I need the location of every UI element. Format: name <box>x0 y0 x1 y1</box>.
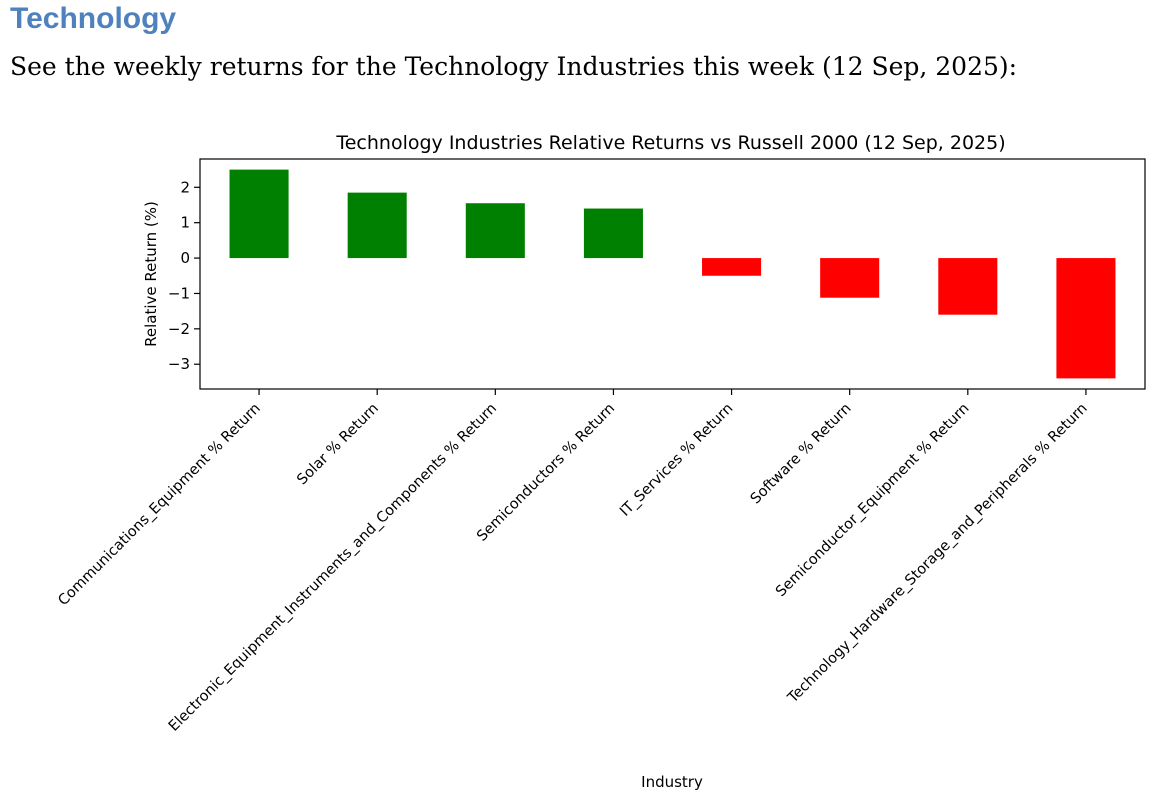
bar-5 <box>820 258 880 298</box>
bar-1 <box>347 192 407 259</box>
x-tick-label: Semiconductors % Return <box>474 401 618 545</box>
bars <box>229 169 1116 379</box>
x-tick-label: Software % Return <box>748 401 855 508</box>
y-axis-label: Relative Return (%) <box>142 201 160 347</box>
x-tick-label: Solar % Return <box>294 401 382 489</box>
x-tick-label: Communications_Equipment % Return <box>55 401 264 610</box>
x-axis-ticks: Communications_Equipment % Return Solar %… <box>55 389 1091 735</box>
bar-6 <box>938 258 998 315</box>
y-tick-label: −3 <box>168 355 190 373</box>
chart-title: Technology Industries Relative Returns v… <box>335 132 1005 154</box>
x-axis-label: Industry <box>641 773 703 791</box>
y-tick-label: 0 <box>180 249 190 267</box>
y-tick-label: 2 <box>180 178 190 196</box>
document-heading: Technology <box>10 2 177 35</box>
bar-4 <box>702 258 762 276</box>
x-tick-label: IT_Services % Return <box>617 401 736 520</box>
y-tick-label: −1 <box>168 284 190 302</box>
bar-3 <box>583 208 643 259</box>
plot-frame <box>199 158 1146 390</box>
document-intro-text: See the weekly returns for the Technolog… <box>10 52 1018 81</box>
bar-2 <box>465 203 525 259</box>
x-tick-label: Semiconductor_Equipment % Return <box>773 401 973 601</box>
bar-0 <box>229 169 289 259</box>
y-axis-ticks: 2 1 0 −1 −2 −3 <box>168 178 200 373</box>
y-tick-label: 1 <box>180 214 190 232</box>
y-tick-label: −2 <box>168 320 190 338</box>
bar-7 <box>1056 258 1116 379</box>
